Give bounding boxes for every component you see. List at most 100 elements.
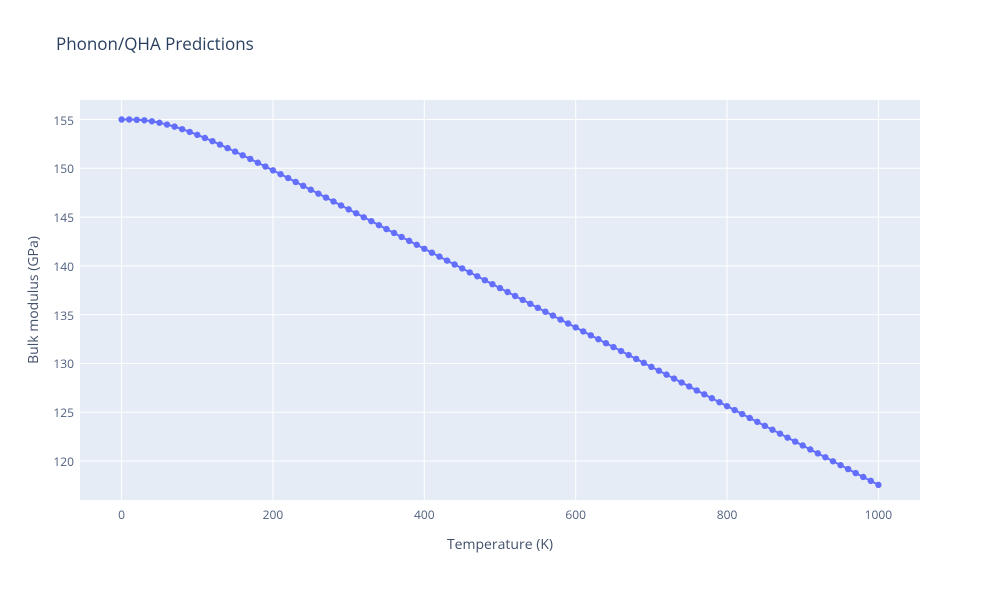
series-marker[interactable]	[595, 336, 601, 342]
series-marker[interactable]	[739, 411, 745, 417]
series-marker[interactable]	[656, 368, 662, 374]
series-marker[interactable]	[141, 117, 147, 123]
series-marker[interactable]	[527, 301, 533, 307]
series-marker[interactable]	[232, 148, 238, 154]
series-marker[interactable]	[300, 183, 306, 189]
series-marker[interactable]	[406, 238, 412, 244]
series-marker[interactable]	[648, 364, 654, 370]
series-marker[interactable]	[625, 352, 631, 358]
series-marker[interactable]	[323, 194, 329, 200]
series-marker[interactable]	[194, 132, 200, 138]
series-marker[interactable]	[686, 383, 692, 389]
series-marker[interactable]	[292, 179, 298, 185]
series-marker[interactable]	[716, 399, 722, 405]
series-marker[interactable]	[489, 281, 495, 287]
series-marker[interactable]	[837, 462, 843, 468]
series-marker[interactable]	[784, 434, 790, 440]
series-marker[interactable]	[255, 160, 261, 166]
series-marker[interactable]	[572, 324, 578, 330]
series-marker[interactable]	[762, 423, 768, 429]
series-marker[interactable]	[618, 348, 624, 354]
series-marker[interactable]	[520, 297, 526, 303]
series-marker[interactable]	[451, 261, 457, 267]
series-marker[interactable]	[701, 391, 707, 397]
series-marker[interactable]	[807, 446, 813, 452]
series-marker[interactable]	[429, 249, 435, 255]
series-marker[interactable]	[792, 438, 798, 444]
series-marker[interactable]	[709, 395, 715, 401]
series-marker[interactable]	[875, 482, 881, 488]
series-marker[interactable]	[580, 328, 586, 334]
series-marker[interactable]	[308, 187, 314, 193]
series-marker[interactable]	[678, 379, 684, 385]
series-marker[interactable]	[633, 356, 639, 362]
series-marker[interactable]	[542, 309, 548, 315]
series-marker[interactable]	[724, 403, 730, 409]
series-marker[interactable]	[800, 442, 806, 448]
series-marker[interactable]	[171, 123, 177, 129]
series-marker[interactable]	[338, 202, 344, 208]
series-marker[interactable]	[822, 454, 828, 460]
series-marker[interactable]	[126, 116, 132, 122]
series-marker[interactable]	[202, 135, 208, 141]
series-marker[interactable]	[368, 218, 374, 224]
series-marker[interactable]	[270, 167, 276, 173]
series-marker[interactable]	[694, 387, 700, 393]
series-marker[interactable]	[376, 222, 382, 228]
series-marker[interactable]	[512, 293, 518, 299]
series-marker[interactable]	[179, 126, 185, 132]
series-marker[interactable]	[444, 257, 450, 263]
series-marker[interactable]	[731, 407, 737, 413]
chart-svg[interactable]	[0, 0, 1000, 600]
series-marker[interactable]	[815, 450, 821, 456]
series-marker[interactable]	[777, 430, 783, 436]
series-marker[interactable]	[149, 118, 155, 124]
series-marker[interactable]	[845, 466, 851, 472]
series-marker[interactable]	[474, 273, 480, 279]
series-marker[interactable]	[610, 344, 616, 350]
series-marker[interactable]	[240, 152, 246, 158]
series-marker[interactable]	[209, 138, 215, 144]
series-marker[interactable]	[330, 198, 336, 204]
series-marker[interactable]	[398, 234, 404, 240]
series-marker[interactable]	[414, 242, 420, 248]
series-marker[interactable]	[467, 269, 473, 275]
series-marker[interactable]	[769, 427, 775, 433]
series-marker[interactable]	[164, 121, 170, 127]
series-marker[interactable]	[747, 415, 753, 421]
series-marker[interactable]	[830, 458, 836, 464]
series-marker[interactable]	[436, 253, 442, 259]
series-marker[interactable]	[118, 116, 124, 122]
series-marker[interactable]	[262, 163, 268, 169]
series-marker[interactable]	[565, 320, 571, 326]
series-marker[interactable]	[391, 230, 397, 236]
series-marker[interactable]	[156, 120, 162, 126]
series-marker[interactable]	[345, 206, 351, 212]
series-marker[interactable]	[868, 478, 874, 484]
series-marker[interactable]	[353, 210, 359, 216]
series-marker[interactable]	[315, 190, 321, 196]
series-marker[interactable]	[557, 316, 563, 322]
series-marker[interactable]	[588, 332, 594, 338]
series-marker[interactable]	[247, 156, 253, 162]
series-marker[interactable]	[421, 246, 427, 252]
series-marker[interactable]	[277, 171, 283, 177]
series-marker[interactable]	[383, 226, 389, 232]
series-marker[interactable]	[217, 141, 223, 147]
series-marker[interactable]	[497, 285, 503, 291]
series-marker[interactable]	[285, 175, 291, 181]
series-marker[interactable]	[550, 312, 556, 318]
series-marker[interactable]	[187, 129, 193, 135]
series-marker[interactable]	[224, 145, 230, 151]
series-marker[interactable]	[754, 419, 760, 425]
series-marker[interactable]	[603, 340, 609, 346]
series-marker[interactable]	[641, 360, 647, 366]
series-marker[interactable]	[663, 371, 669, 377]
series-marker[interactable]	[361, 214, 367, 220]
series-marker[interactable]	[671, 375, 677, 381]
series-marker[interactable]	[860, 474, 866, 480]
series-marker[interactable]	[535, 305, 541, 311]
series-marker[interactable]	[134, 117, 140, 123]
series-marker[interactable]	[482, 277, 488, 283]
series-marker[interactable]	[459, 265, 465, 271]
